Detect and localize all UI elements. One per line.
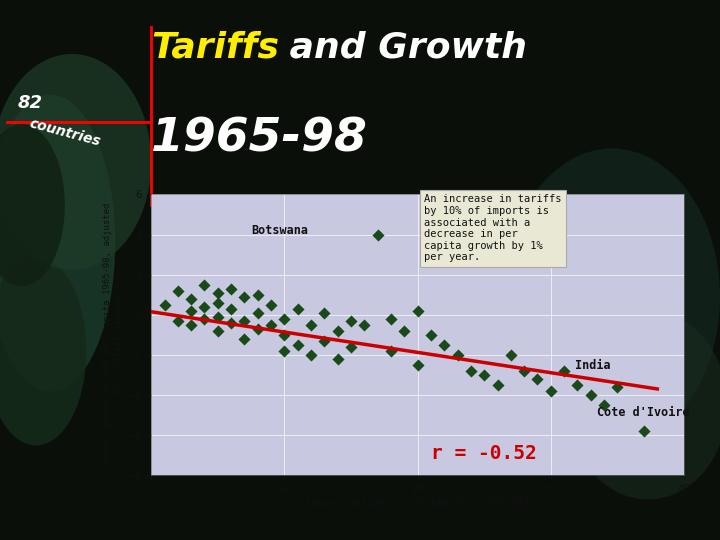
Point — [279, 347, 290, 355]
Point — [239, 292, 251, 301]
Point — [212, 299, 223, 307]
Ellipse shape — [0, 94, 115, 392]
Point — [305, 320, 317, 329]
Ellipse shape — [0, 124, 65, 286]
Ellipse shape — [0, 54, 151, 270]
Point — [598, 401, 610, 409]
Point — [292, 341, 304, 349]
Point — [265, 300, 276, 309]
Point — [199, 314, 210, 323]
Point — [399, 327, 410, 335]
Ellipse shape — [0, 256, 86, 446]
Text: 82: 82 — [18, 94, 43, 112]
Point — [252, 325, 264, 333]
Point — [158, 300, 170, 309]
Point — [265, 320, 276, 329]
Point — [252, 291, 264, 299]
Point — [252, 308, 264, 317]
Point — [239, 334, 251, 343]
Point — [172, 286, 184, 295]
Point — [199, 280, 210, 289]
Point — [638, 427, 649, 435]
X-axis label: Import duties (% of imports 1970-98): Import duties (% of imports 1970-98) — [305, 498, 530, 508]
Point — [412, 361, 423, 369]
Point — [518, 367, 530, 375]
Point — [412, 306, 423, 315]
Ellipse shape — [504, 148, 720, 445]
Point — [465, 367, 477, 375]
Point — [332, 355, 343, 363]
Point — [425, 330, 436, 339]
Text: An increase in tariffs
by 10% of imports is
associated with a
decrease in per
ca: An increase in tariffs by 10% of imports… — [424, 194, 562, 262]
Point — [612, 383, 624, 391]
Point — [225, 305, 237, 313]
Text: countries: countries — [27, 116, 102, 149]
Text: and Growth: and Growth — [277, 31, 527, 65]
Text: r = -0.52: r = -0.52 — [431, 444, 536, 463]
Point — [292, 305, 304, 313]
Point — [186, 320, 197, 329]
Point — [225, 319, 237, 327]
Point — [346, 316, 357, 325]
Point — [305, 350, 317, 359]
Text: India: India — [575, 359, 611, 372]
Point — [212, 288, 223, 297]
Point — [372, 230, 383, 239]
Point — [279, 330, 290, 339]
Point — [478, 370, 490, 379]
Point — [225, 285, 237, 293]
Y-axis label: Annual growth of GNP per capita 1965-98, adjusted
for initial income (%): Annual growth of GNP per capita 1965-98,… — [103, 203, 122, 467]
Point — [332, 327, 343, 335]
Text: Tariffs: Tariffs — [151, 31, 279, 65]
Point — [572, 381, 583, 389]
Point — [505, 350, 517, 359]
Text: 1965-98: 1965-98 — [151, 117, 368, 162]
Point — [199, 302, 210, 311]
Text: Cote d'Ivoire: Cote d'Ivoire — [598, 406, 690, 419]
Point — [212, 313, 223, 321]
Point — [492, 381, 503, 389]
Point — [318, 308, 330, 317]
Point — [452, 350, 464, 359]
Point — [438, 341, 450, 349]
Point — [545, 387, 557, 395]
Point — [318, 336, 330, 345]
Point — [346, 342, 357, 351]
Point — [385, 347, 397, 355]
Point — [186, 306, 197, 315]
Ellipse shape — [569, 310, 720, 500]
Text: Botswana: Botswana — [251, 224, 308, 237]
Point — [239, 316, 251, 325]
Point — [559, 367, 570, 375]
Point — [585, 390, 596, 399]
Point — [279, 314, 290, 323]
Point — [359, 320, 370, 329]
Point — [212, 327, 223, 335]
Point — [172, 316, 184, 325]
Point — [186, 294, 197, 303]
Point — [531, 375, 544, 383]
Point — [385, 314, 397, 323]
